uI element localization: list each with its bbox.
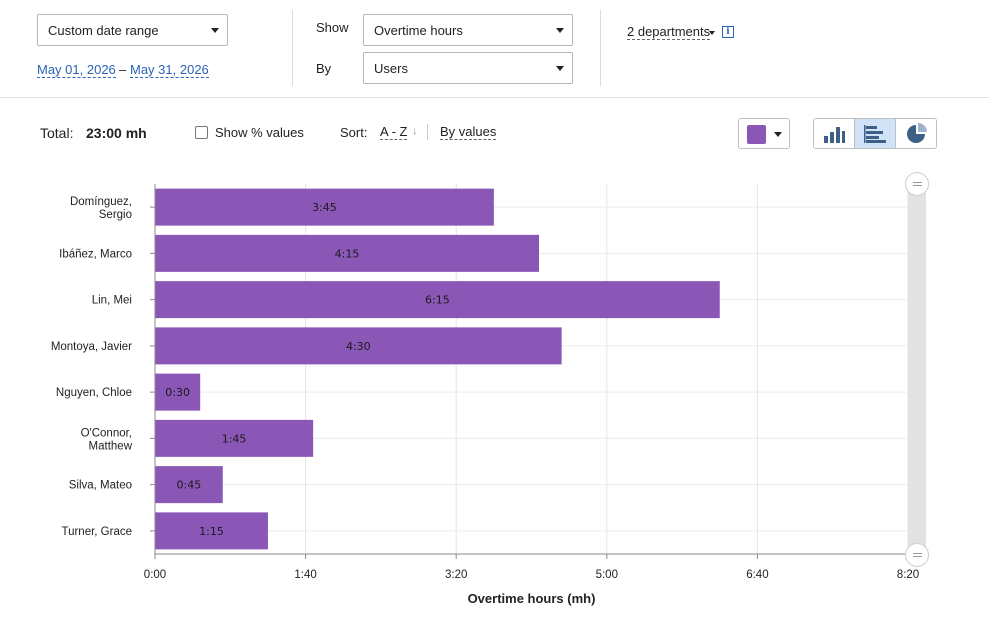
bar-value-label: 3:45 [312,201,337,214]
total-label: Total: [40,125,74,141]
metric-select[interactable]: Overtime hours [363,14,573,46]
x-tick-label: 5:00 [596,569,618,581]
pie-chart-icon [907,122,927,143]
date-range-value: Custom date range [48,22,159,38]
bar-value-label: 0:45 [177,479,202,492]
x-tick-label: 3:20 [445,569,467,581]
bar [155,373,201,411]
x-tick-label: 8:20 [897,569,919,581]
scroll-handle-bottom[interactable] [905,543,929,567]
horizontal-bar-chart-button[interactable] [854,119,895,148]
grip-icon [912,182,922,186]
y-tick-label: Lin, Mei [92,295,132,307]
bar-value-label: 6:15 [425,294,450,307]
x-tick-label: 1:40 [294,569,316,581]
bar-value-label: 0:30 [165,386,190,399]
sort-label: Sort: [340,125,368,140]
sort-separator [427,124,428,140]
color-swatch [747,125,766,144]
sort-alphabetical-link[interactable]: A - Z [380,124,408,140]
show-percent-checkbox[interactable] [195,126,208,139]
total-value: 23:00 mh [86,125,147,141]
caret-down-icon[interactable] [709,31,715,35]
bar [155,512,268,550]
chart-type-switcher [813,118,937,149]
metric-select-value: Overtime hours [374,22,463,38]
color-picker-button[interactable] [738,118,790,149]
group-by-select[interactable]: Users [363,52,573,84]
y-tick-label: Matthew [89,440,133,452]
x-tick-label: 6:40 [746,569,768,581]
chart-scrollbar-track[interactable] [908,184,926,556]
date-separator: – [119,62,127,77]
y-tick-label: Nguyen, Chloe [56,387,132,399]
header-divider [0,97,989,98]
bar-value-label: 1:45 [222,432,247,445]
bar [155,234,540,272]
y-tick-label: Ibáñez, Marco [59,248,132,260]
y-tick-label: Turner, Grace [61,526,132,538]
y-tick-label: Domínguez, [70,196,132,208]
bar-value-label: 4:15 [335,247,360,260]
chevron-down-icon [774,132,782,137]
show-percent-label[interactable]: Show % values [215,125,304,140]
date-from-link[interactable]: May 01, 2026 [37,62,116,78]
chevron-down-icon [556,66,564,71]
date-to-link[interactable]: May 31, 2026 [130,62,209,78]
filter-divider [600,10,601,86]
by-label: By [316,61,332,76]
filter-divider [292,10,293,86]
sort-direction-icon[interactable]: ↓ [412,125,418,137]
vertical-bar-chart-icon [824,126,845,143]
grip-icon [912,553,922,557]
pie-chart-button[interactable] [895,119,936,148]
x-tick-label: 0:00 [144,569,166,581]
horizontal-bar-chart-icon [864,124,886,143]
x-axis-title: Overtime hours (mh) [468,591,596,606]
y-tick-label: O'Connor, [81,427,132,439]
bar [155,327,562,365]
sort-by-values-link[interactable]: By values [440,124,497,140]
scroll-handle-top[interactable] [905,172,929,196]
chevron-down-icon [556,28,564,33]
group-by-select-value: Users [374,60,408,76]
y-tick-label: Sergio [99,209,132,221]
y-tick-label: Montoya, Javier [51,341,132,353]
show-label: Show [316,20,349,35]
info-icon[interactable]: i [722,26,734,38]
date-range-select[interactable]: Custom date range [37,14,228,46]
vertical-bar-chart-button[interactable] [814,119,854,148]
bar [155,188,494,226]
y-tick-label: Silva, Mateo [69,480,132,492]
chevron-down-icon [211,28,219,33]
bar [155,281,720,319]
bar-value-label: 4:30 [346,340,371,353]
bar [155,419,314,457]
bar [155,466,223,504]
departments-dropdown[interactable]: 2 departments [627,24,711,40]
bar-value-label: 1:15 [199,525,224,538]
